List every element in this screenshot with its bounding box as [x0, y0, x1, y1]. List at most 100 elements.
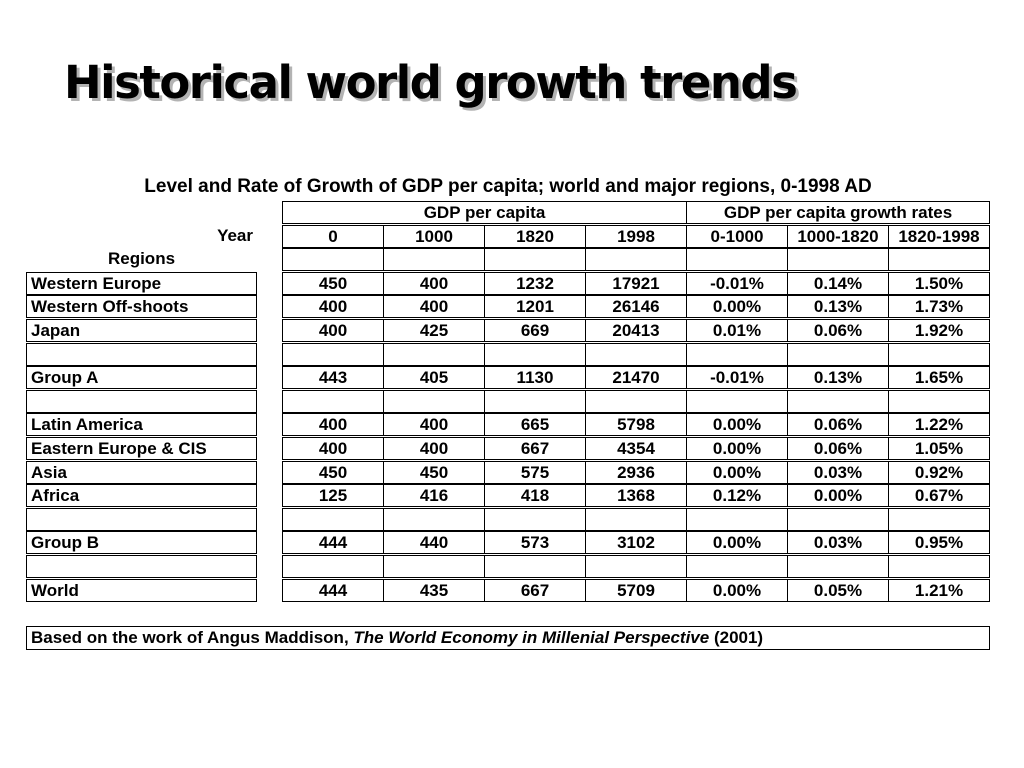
empty-cell — [787, 248, 889, 271]
data-cell: 1.92% — [888, 319, 990, 342]
data-cell: 5798 — [585, 413, 687, 436]
year-label: Year — [217, 226, 253, 245]
empty-cell — [585, 508, 687, 531]
region-label: Eastern Europe & CIS — [26, 437, 257, 460]
empty-cell — [383, 508, 485, 531]
data-cell: 444 — [282, 579, 384, 602]
data-cell: 0.13% — [787, 366, 889, 389]
year-header: 0 — [282, 225, 384, 248]
empty-cell — [383, 555, 485, 578]
data-cell: 450 — [282, 272, 384, 295]
data-cell: 17921 — [585, 272, 687, 295]
data-cell: 435 — [383, 579, 485, 602]
data-cell: 444 — [282, 531, 384, 554]
data-cell: 2936 — [585, 461, 687, 484]
data-cell: 1201 — [484, 295, 586, 318]
empty-cell — [282, 390, 384, 413]
data-cell: 400 — [282, 437, 384, 460]
data-cell: 405 — [383, 366, 485, 389]
data-cell: 440 — [383, 531, 485, 554]
region-label: World — [26, 579, 257, 602]
data-cell: 1130 — [484, 366, 586, 389]
empty-cell — [686, 343, 788, 366]
year-header: 1820-1998 — [888, 225, 990, 248]
data-cell: 573 — [484, 531, 586, 554]
data-cell: 665 — [484, 413, 586, 436]
data-cell: 669 — [484, 319, 586, 342]
data-cell: 1.65% — [888, 366, 990, 389]
data-cell: 400 — [383, 437, 485, 460]
data-cell: 3102 — [585, 531, 687, 554]
region-label: Group B — [26, 531, 257, 554]
year-header: 1000-1820 — [787, 225, 889, 248]
empty-cell — [787, 508, 889, 531]
empty-cell — [484, 248, 586, 271]
data-cell: 400 — [383, 272, 485, 295]
data-cell: 575 — [484, 461, 586, 484]
data-cell: 0.03% — [787, 531, 889, 554]
data-cell: 1232 — [484, 272, 586, 295]
region-label: Latin America — [26, 413, 257, 436]
empty-cell — [686, 390, 788, 413]
empty-cell — [585, 555, 687, 578]
data-cell: 418 — [484, 484, 586, 507]
data-cell: 0.12% — [686, 484, 788, 507]
empty-cell — [282, 508, 384, 531]
empty-cell — [787, 343, 889, 366]
data-cell: 0.00% — [686, 295, 788, 318]
data-cell: 0.06% — [787, 437, 889, 460]
data-cell: 667 — [484, 437, 586, 460]
data-cell: 400 — [282, 413, 384, 436]
year-header: 0-1000 — [686, 225, 788, 248]
data-cell: 0.67% — [888, 484, 990, 507]
empty-cell — [686, 248, 788, 271]
data-cell: 1.21% — [888, 579, 990, 602]
data-cell: 400 — [282, 295, 384, 318]
empty-cell — [585, 343, 687, 366]
empty-cell — [282, 248, 384, 271]
empty-cell — [26, 343, 257, 366]
empty-cell — [484, 508, 586, 531]
data-cell: 20413 — [585, 319, 687, 342]
empty-cell — [787, 390, 889, 413]
data-cell: 1.22% — [888, 413, 990, 436]
empty-cell — [282, 343, 384, 366]
source-prefix: Based on the work of Angus Maddison, — [31, 628, 354, 647]
data-cell: 450 — [383, 461, 485, 484]
regions-label: Regions — [107, 249, 176, 268]
growth-rates-header: GDP per capita growth rates — [686, 201, 990, 224]
slide-title: Historical world growth trends — [64, 56, 798, 109]
data-cell: 0.13% — [787, 295, 889, 318]
data-cell: 0.01% — [686, 319, 788, 342]
data-cell: 0.00% — [686, 579, 788, 602]
empty-cell — [888, 555, 990, 578]
empty-cell — [484, 555, 586, 578]
empty-cell — [282, 555, 384, 578]
data-cell: 21470 — [585, 366, 687, 389]
data-cell: 416 — [383, 484, 485, 507]
empty-cell — [888, 248, 990, 271]
data-cell: 425 — [383, 319, 485, 342]
empty-cell — [888, 390, 990, 413]
data-cell: 0.00% — [686, 413, 788, 436]
year-header: 1000 — [383, 225, 485, 248]
region-label: Africa — [26, 484, 257, 507]
empty-cell — [585, 390, 687, 413]
data-cell: 1.50% — [888, 272, 990, 295]
data-cell: 5709 — [585, 579, 687, 602]
empty-cell — [888, 343, 990, 366]
data-cell: -0.01% — [686, 272, 788, 295]
data-cell: 443 — [282, 366, 384, 389]
data-cell: 400 — [282, 319, 384, 342]
empty-cell — [484, 390, 586, 413]
gdp-per-capita-header: GDP per capita — [282, 201, 687, 224]
data-cell: 0.00% — [686, 461, 788, 484]
data-cell: 0.95% — [888, 531, 990, 554]
source-note: Based on the work of Angus Maddison, The… — [26, 626, 990, 650]
source-book-title: The World Economy in Millenial Perspecti… — [353, 628, 710, 647]
data-cell: 450 — [282, 461, 384, 484]
data-cell: 0.92% — [888, 461, 990, 484]
empty-cell — [383, 390, 485, 413]
empty-cell — [26, 390, 257, 413]
data-cell: 125 — [282, 484, 384, 507]
